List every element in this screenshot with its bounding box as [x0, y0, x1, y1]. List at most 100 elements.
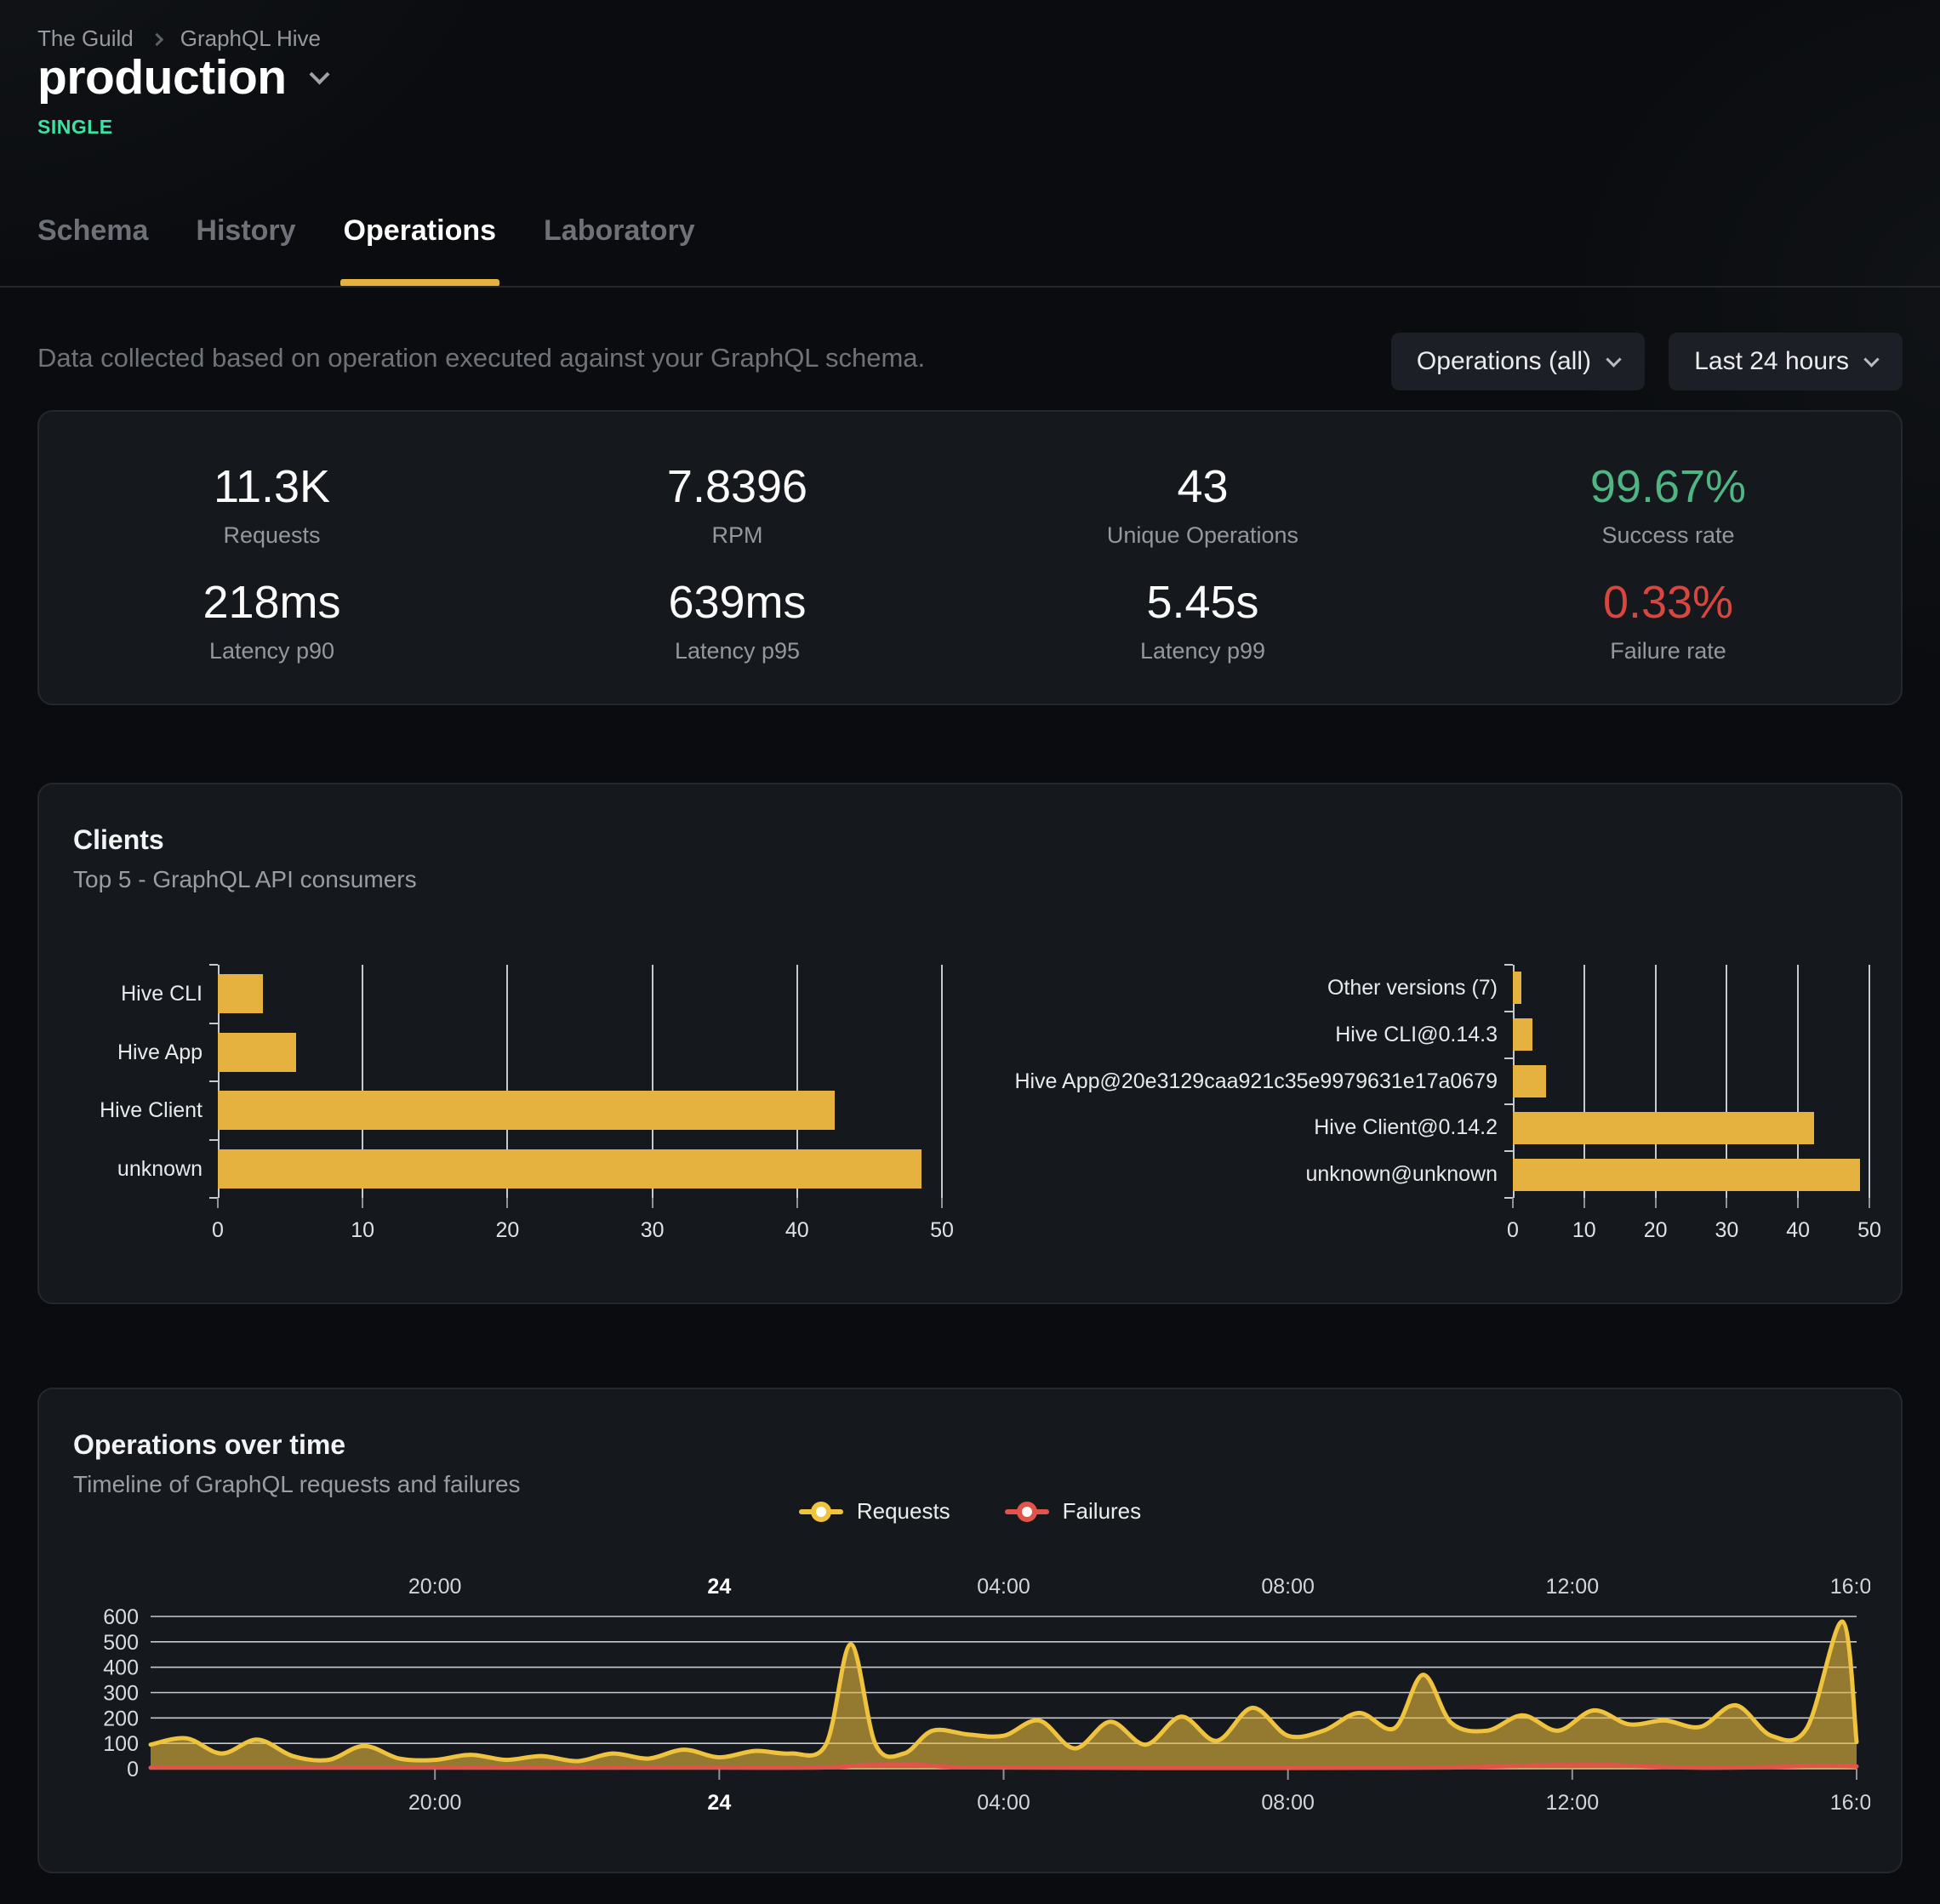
y-axis-label: 500 [103, 1631, 139, 1655]
bar-category-label: Hive App@20e3129caa921c35e9979631e17a067… [1014, 1069, 1498, 1093]
stat-label: Requests [223, 522, 321, 548]
breadcrumb-org[interactable]: The Guild [37, 26, 134, 51]
x-axis-label: 30 [640, 1218, 665, 1242]
chevron-down-icon [1606, 351, 1622, 368]
y-axis-label: 300 [103, 1682, 139, 1706]
y-axis-label: 0 [127, 1758, 139, 1781]
bar-unknown-unknown[interactable] [1513, 1158, 1861, 1191]
gridline [1797, 965, 1800, 1198]
breadcrumb-project[interactable]: GraphQL Hive [180, 26, 321, 51]
x-axis-label: 30 [1715, 1218, 1739, 1242]
operations-filter-dropdown[interactable]: Operations (all) [1390, 333, 1645, 390]
bar-hive-client[interactable] [218, 1091, 836, 1131]
axis-tick [1504, 1103, 1513, 1105]
stat-label: RPM [711, 522, 763, 548]
tab-operations[interactable]: Operations [340, 213, 500, 287]
axis-tick [1504, 1197, 1513, 1199]
bar-hive-cli-0-14-3[interactable] [1513, 1018, 1532, 1052]
requests-area [151, 1621, 1857, 1769]
x-axis-label: 50 [1857, 1218, 1881, 1242]
bar-category-label: Hive CLI [121, 982, 203, 1006]
stat-value: 11.3K [213, 460, 331, 512]
operations-title: Operations over time [73, 1429, 346, 1460]
tab-laboratory[interactable]: Laboratory [544, 214, 695, 247]
gridline [1869, 965, 1870, 1198]
axis-tick [209, 964, 218, 966]
bar-hive-app-20e3129caa921c35e9979631e17a0679[interactable] [1513, 1065, 1546, 1097]
y-axis-label: 100 [103, 1732, 139, 1756]
x-axis-tick [1654, 1198, 1657, 1208]
x-axis-tick [1726, 1198, 1728, 1208]
stat-value: 43 [1177, 460, 1229, 512]
legend-item-failures[interactable]: Failures [1004, 1498, 1141, 1525]
tab-schema[interactable]: Schema [37, 214, 149, 247]
bar-other-versions-7[interactable] [1513, 972, 1522, 1005]
clients-card: Clients Top 5 - GraphQL API consumers Hi… [37, 783, 1903, 1304]
chevron-down-icon [1863, 351, 1880, 368]
page-description: Data collected based on operation execut… [37, 343, 926, 373]
stat-label: Latency p90 [208, 638, 335, 664]
x-axis-label-bottom: 24 [707, 1791, 731, 1815]
clients-title: Clients [73, 824, 164, 855]
bar-hive-cli[interactable] [218, 974, 263, 1014]
x-axis-label: 0 [1507, 1218, 1519, 1242]
legend-dot [1016, 1501, 1037, 1522]
operations-card: Operations over time Timeline of GraphQL… [37, 1388, 1903, 1873]
time-range-dropdown[interactable]: Last 24 hours [1669, 333, 1903, 390]
x-axis-label: 20 [1643, 1218, 1668, 1242]
x-axis-label: 50 [930, 1218, 954, 1242]
bar-plot-area [1504, 964, 1870, 1199]
operations-timeline-chart: 0 100 200 300 400 500 600 20:00 20:00 24 24 04:00 04… [73, 1559, 1883, 1849]
legend-marker-icon [798, 1500, 843, 1524]
tab-history[interactable]: History [196, 214, 296, 247]
axis-tick [209, 1139, 218, 1141]
bar-category-label: Other versions (7) [1327, 976, 1498, 1000]
stats-card: 11.3K Requests 7.8396 RPM 43 Unique Operation… [37, 410, 1903, 705]
gridline [941, 965, 943, 1198]
x-axis-tick [362, 1198, 364, 1208]
stat-value: 639ms [668, 577, 807, 629]
gridline [1654, 965, 1657, 1198]
gridline [796, 965, 798, 1198]
page-title: production [37, 50, 287, 105]
axis-tick [209, 1023, 218, 1024]
x-axis-label: 0 [212, 1218, 224, 1242]
x-axis-label-top: 04:00 [977, 1575, 1030, 1599]
stat-latency-p90: 218ms Latency p90 [39, 562, 505, 679]
stat-value: 0.33% [1602, 577, 1734, 629]
bar-category-label: Hive App [117, 1040, 203, 1064]
stat-latency-p95: 639ms Latency p95 [505, 562, 970, 679]
chevron-down-icon [309, 63, 330, 85]
bar-category-label: unknown [117, 1156, 203, 1181]
clients-bar-chart: Hive CLI Hive App Hive Client unknown 0 10 20 3… [73, 964, 979, 1263]
x-axis-label-bottom: 08:00 [1261, 1791, 1315, 1815]
bar-category-label: unknown@unknown [1305, 1162, 1498, 1187]
x-axis-label: 10 [1572, 1218, 1596, 1242]
x-axis-tick [217, 1198, 219, 1208]
axis-tick [1504, 1150, 1513, 1152]
bar-unknown[interactable] [218, 1149, 922, 1189]
legend-item-requests[interactable]: Requests [798, 1498, 950, 1525]
legend-label: Requests [856, 1498, 950, 1524]
x-axis-tick [941, 1198, 943, 1208]
gridline [506, 965, 509, 1198]
requests-line [148, 1619, 1859, 1764]
bar-hive-app[interactable] [218, 1032, 296, 1072]
stat-value: 218ms [203, 577, 341, 629]
stat-value: 5.45s [1146, 577, 1259, 629]
x-axis-label-bottom: 12:00 [1546, 1791, 1600, 1815]
x-axis-label-bottom: 20:00 [408, 1791, 462, 1815]
x-axis-label: 20 [495, 1218, 520, 1242]
x-axis-label-bottom: 04:00 [977, 1791, 1030, 1815]
gridline [651, 965, 653, 1198]
tabs-divider [0, 286, 1940, 288]
bar-hive-client-0-14-2[interactable] [1513, 1111, 1814, 1144]
chart-legend: Requests Failures [39, 1498, 1901, 1525]
gridline [362, 965, 364, 1198]
x-axis-label: 40 [785, 1218, 809, 1242]
bar-plot-area [209, 964, 943, 1199]
stat-value: 7.8396 [666, 460, 808, 512]
target-selector[interactable]: production [37, 49, 330, 105]
x-axis-label: 10 [351, 1218, 375, 1242]
